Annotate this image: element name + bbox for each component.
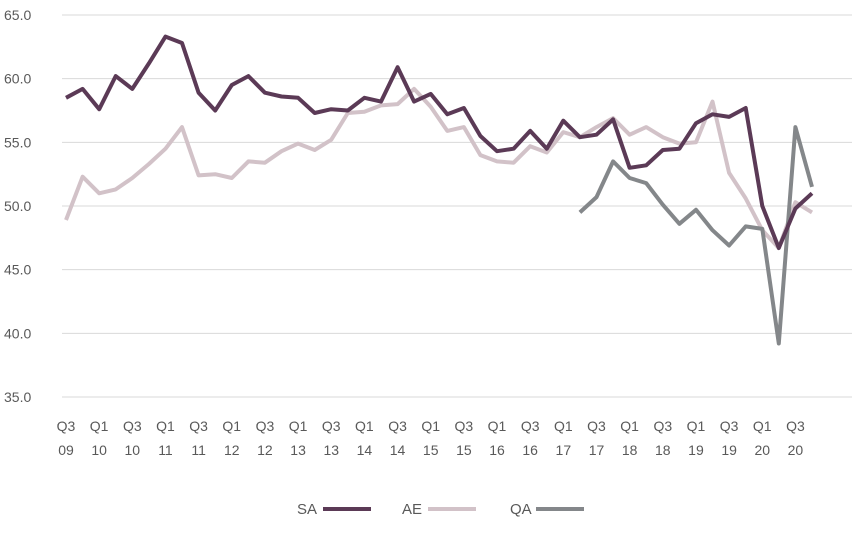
x-axis-tick-labels: Q3 09 Q1 10 Q3 10 Q1 11 Q3 11 Q1 12 Q3 12 Q1 13 Q3 13 Q1 14… [57,418,805,458]
y-tick-label: 55.0 [4,134,31,150]
x-tick-label-line1: Q1 [687,418,706,434]
y-tick-label: 35.0 [4,389,31,405]
series-line-sa [65,34,814,250]
x-tick-label: Q3 18 [653,418,672,458]
x-tick-label-line1: Q1 [222,418,241,434]
x-tick-label: Q3 13 [322,418,341,458]
x-tick-label: Q3 10 [123,418,142,458]
x-tick-label-line2: 11 [158,442,173,458]
x-tick-label-line2: 19 [721,442,737,458]
x-tick-label: Q3 14 [388,418,407,458]
x-tick-label-line1: Q1 [289,418,308,434]
x-tick-label-line2: 10 [125,442,141,458]
x-tick-label-line1: Q3 [521,418,540,434]
x-tick-label-line2: 15 [423,442,439,458]
x-tick-label-line2: 15 [456,442,472,458]
x-tick-label-line2: 14 [357,442,373,458]
x-tick-label: Q3 20 [786,418,805,458]
x-tick-label: Q1 20 [753,418,772,458]
x-tick-label-line1: Q1 [156,418,175,434]
x-tick-label-line2: 18 [622,442,638,458]
x-tick-label-line1: Q3 [786,418,805,434]
x-tick-label-line1: Q3 [322,418,341,434]
x-tick-label-line1: Q1 [753,418,772,434]
x-tick-label: Q1 17 [554,418,573,458]
x-tick-label-line2: 10 [91,442,107,458]
legend: SA AE QA [297,501,584,518]
x-tick-label-line1: Q3 [57,418,76,434]
x-tick-label: Q1 16 [488,418,507,458]
x-tick-label: Q3 15 [455,418,474,458]
series-line-ae [64,86,814,250]
x-tick-label: Q1 10 [90,418,109,458]
y-tick-label: 65.0 [4,7,31,23]
x-tick-label-line1: Q3 [455,418,474,434]
x-tick-label-line1: Q1 [421,418,440,434]
x-tick-label: Q3 12 [256,418,275,458]
y-tick-label: 45.0 [4,262,31,278]
x-tick-label: Q3 16 [521,418,540,458]
y-tick-label: 40.0 [4,325,31,341]
gridlines [62,14,852,398]
x-tick-label-line2: 11 [191,442,206,458]
x-tick-label-line2: 13 [290,442,306,458]
x-tick-label-line2: 16 [489,442,505,458]
x-tick-label-line2: 17 [556,442,572,458]
x-tick-label-line2: 20 [754,442,770,458]
x-tick-label-line2: 18 [655,442,671,458]
y-tick-label: 50.0 [4,198,31,214]
x-tick-label-line2: 12 [257,442,273,458]
x-tick-label: Q1 12 [222,418,241,458]
x-tick-label-line1: Q3 [256,418,275,434]
x-tick-label-line2: 13 [323,442,339,458]
x-tick-label-line1: Q3 [388,418,407,434]
x-tick-label-line1: Q1 [620,418,639,434]
x-tick-label-line2: 16 [522,442,538,458]
x-tick-label-line1: Q1 [488,418,507,434]
x-tick-label-line2: 17 [589,442,605,458]
y-axis-tick-labels: 35.0 40.0 45.0 50.0 55.0 60.0 65.0 [4,7,31,405]
x-tick-label-line1: Q3 [189,418,208,434]
series-line-qa [578,125,814,346]
x-tick-label: Q3 11 [189,418,208,458]
x-tick-label-line1: Q1 [554,418,573,434]
x-tick-label-line2: 09 [58,442,74,458]
legend-label-ae: AE [402,501,422,518]
x-tick-label: Q3 17 [587,418,606,458]
x-tick-label-line1: Q3 [587,418,606,434]
x-tick-label: Q1 19 [687,418,706,458]
legend-label-qa: QA [510,501,532,518]
x-tick-label: Q1 15 [421,418,440,458]
x-tick-label-line2: 14 [390,442,406,458]
x-tick-label: Q1 13 [289,418,308,458]
x-tick-label: Q3 19 [720,418,739,458]
legend-label-sa: SA [297,501,317,518]
x-tick-label: Q1 11 [156,418,175,458]
x-tick-label: Q1 14 [355,418,374,458]
x-tick-label-line2: 19 [688,442,704,458]
x-tick-label-line1: Q1 [90,418,109,434]
x-tick-label: Q3 09 [57,418,76,458]
x-tick-label-line1: Q1 [355,418,374,434]
y-tick-label: 60.0 [4,71,31,87]
x-tick-label-line1: Q3 [720,418,739,434]
x-tick-label-line2: 20 [788,442,804,458]
x-tick-label-line1: Q3 [653,418,672,434]
x-tick-label-line2: 12 [224,442,240,458]
series-lines [64,34,814,346]
x-tick-label-line1: Q3 [123,418,142,434]
x-tick-label: Q1 18 [620,418,639,458]
